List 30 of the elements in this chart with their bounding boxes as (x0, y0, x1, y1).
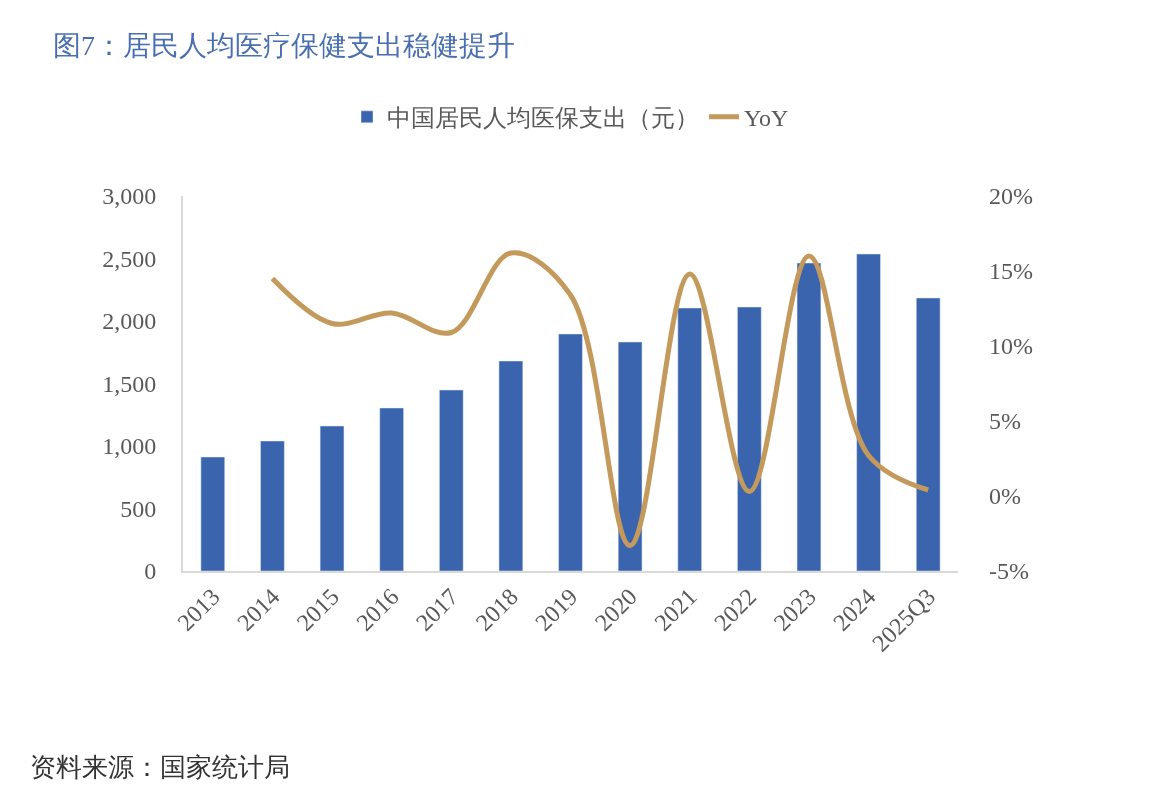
bar (916, 297, 941, 571)
y2-tick-label: -5% (989, 558, 1029, 585)
y-tick-label: 2,500 (102, 245, 157, 272)
bar (558, 333, 583, 571)
bar (498, 360, 524, 571)
legend-label: 中国居民人均医保支出（元） (387, 105, 699, 132)
y-tick-label: 3,000 (102, 183, 157, 210)
bar (260, 440, 285, 571)
y2-tick-label: 5% (989, 408, 1021, 435)
bar (737, 306, 762, 571)
y-tick-label: 500 (120, 495, 157, 522)
bar (856, 253, 881, 571)
bar (379, 407, 404, 571)
legend-label: YoY (744, 105, 789, 132)
y-tick-label: 1,000 (102, 433, 157, 460)
chart-title: 图7：居民人均医疗保健支出稳健提升 (52, 30, 515, 62)
bar (439, 389, 464, 571)
bar (677, 307, 702, 571)
y-tick-label: 2,000 (102, 308, 157, 335)
y-tick-label: 1,500 (102, 370, 157, 397)
bar (617, 341, 643, 571)
y2-tick-label: 15% (989, 258, 1033, 285)
y-tick-label: 0 (144, 558, 157, 585)
bar (319, 425, 345, 571)
y2-tick-label: 20% (989, 183, 1033, 210)
y2-tick-label: 10% (989, 333, 1033, 360)
text: 资料来源：国家统计局 (30, 753, 290, 782)
bar (200, 456, 225, 571)
bar (796, 262, 822, 571)
y2-tick-label: 0% (989, 483, 1021, 510)
